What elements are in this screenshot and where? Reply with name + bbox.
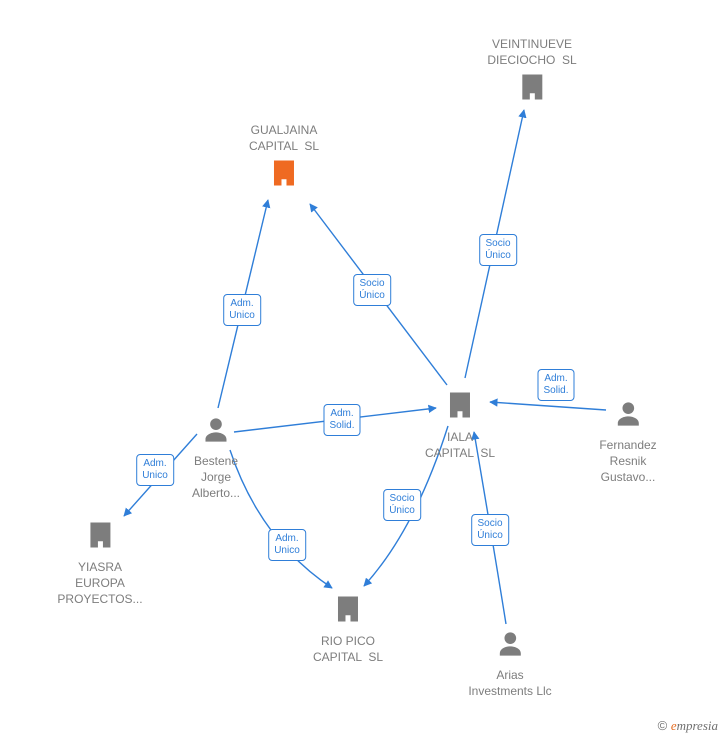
building-icon (517, 72, 547, 107)
building-icon (333, 594, 363, 629)
node-iala-label: IALA CAPITAL SL (425, 429, 495, 461)
node-veintinueve-label: VEINTINUEVE DIECIOCHO SL (487, 36, 576, 68)
node-fernandez-label: Fernandez Resnik Gustavo... (599, 437, 656, 486)
person-icon (496, 630, 524, 663)
brand-rest: mpresia (677, 718, 718, 733)
building-icon (85, 520, 115, 555)
edge-label-socio-unico-2: Socio Único (479, 234, 517, 266)
edge-label-adm-solid-2: Adm. Solid. (537, 369, 574, 401)
node-fernandez[interactable]: Fernandez Resnik Gustavo... (599, 400, 656, 486)
node-bestene-label: Bestene Jorge Alberto... (192, 453, 240, 502)
edge-label-adm-unico-3: Adm. Unico (268, 529, 306, 561)
copyright-symbol: © (658, 718, 668, 733)
node-gualjaina-label: GUALJAINA CAPITAL SL (249, 122, 319, 154)
node-yiasra[interactable]: YIASRA EUROPA PROYECTOS... (57, 520, 142, 608)
edge-fernandez-iala (490, 402, 606, 410)
person-icon (614, 400, 642, 433)
edge-bestene-riopico (230, 450, 332, 588)
person-icon (202, 416, 230, 449)
node-arias[interactable]: Arias Investments Llc (468, 630, 551, 699)
edge-label-socio-unico-3: Socio Único (383, 489, 421, 521)
node-veintinueve[interactable]: VEINTINUEVE DIECIOCHO SL (487, 36, 576, 107)
node-arias-label: Arias Investments Llc (468, 667, 551, 699)
node-bestene[interactable]: Bestene Jorge Alberto... (192, 416, 240, 502)
edge-label-adm-unico-1: Adm. Unico (223, 294, 261, 326)
node-gualjaina[interactable]: GUALJAINA CAPITAL SL (249, 122, 319, 193)
node-iala[interactable]: IALA CAPITAL SL (425, 390, 495, 461)
building-icon (269, 158, 299, 193)
building-icon (445, 390, 475, 425)
edge-label-socio-unico-1: Socio Único (353, 274, 391, 306)
node-riopico[interactable]: RIO PICO CAPITAL SL (313, 594, 383, 665)
node-riopico-label: RIO PICO CAPITAL SL (313, 633, 383, 665)
edge-label-adm-unico-2: Adm. Unico (136, 454, 174, 486)
copyright: © empresia (658, 718, 718, 734)
edge-label-adm-solid-1: Adm. Solid. (323, 404, 360, 436)
edge-label-socio-unico-4: Socio Único (471, 514, 509, 546)
node-yiasra-label: YIASRA EUROPA PROYECTOS... (57, 559, 142, 608)
